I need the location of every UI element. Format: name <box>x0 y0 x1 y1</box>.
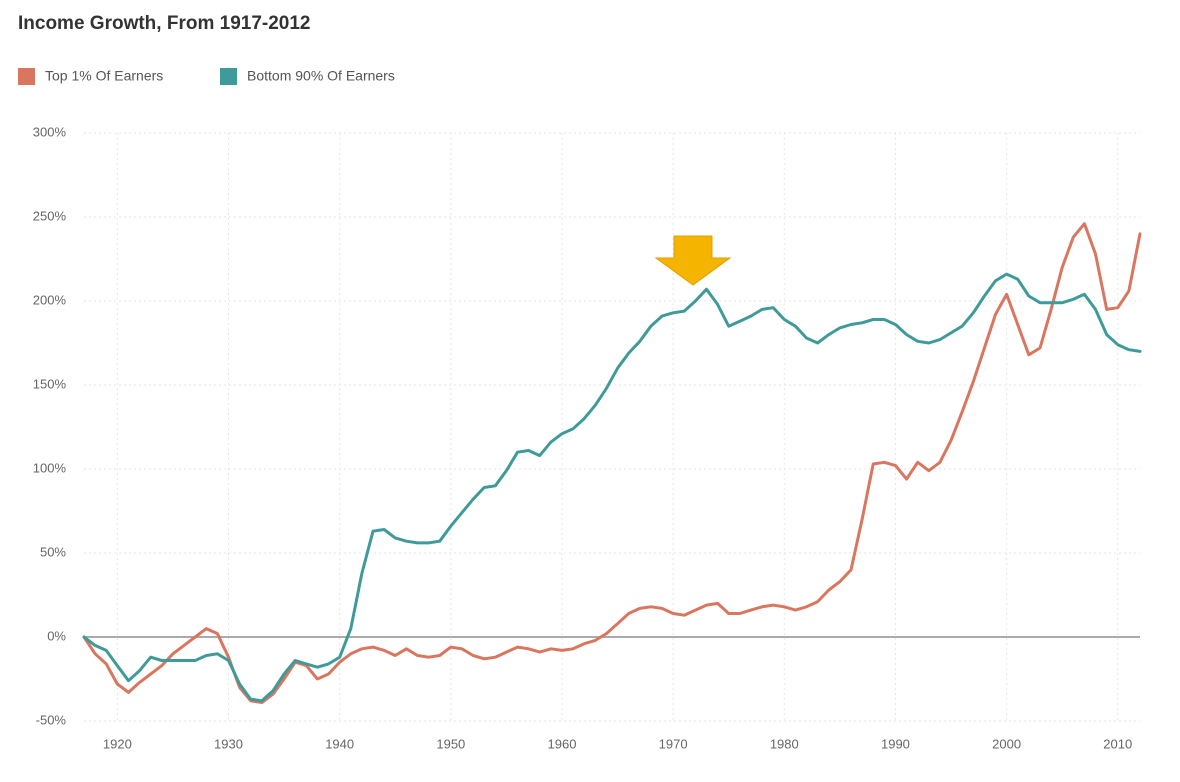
y-tick-label: 200% <box>33 292 67 307</box>
x-tick-label: 1940 <box>325 736 354 751</box>
chart-title: Income Growth, From 1917-2012 <box>18 13 311 34</box>
legend-swatch <box>18 68 35 85</box>
grid: -50% 0% 50% 100% 150% 200% 250% 300% 1920 1930 194… <box>33 124 1140 751</box>
y-tick-label: 300% <box>33 124 67 139</box>
x-tick-label: 1990 <box>881 736 910 751</box>
x-tick-label: 1950 <box>436 736 465 751</box>
y-tick-label: 50% <box>40 544 66 559</box>
legend-swatch <box>220 68 237 85</box>
legend-label: Top 1% Of Earners <box>45 68 163 84</box>
x-tick-label: 1920 <box>103 736 132 751</box>
legend-label: Bottom 90% Of Earners <box>247 68 395 84</box>
line-series <box>82 272 1142 703</box>
legend: Top 1% Of Earners Bottom 90% Of Earners <box>18 68 395 85</box>
y-tick-label: 250% <box>33 208 67 223</box>
y-tick-label: 100% <box>33 460 67 475</box>
y-tick-label: -50% <box>36 712 67 727</box>
y-tick-label: 150% <box>33 376 67 391</box>
line-series <box>82 222 1142 704</box>
x-tick-label: 2000 <box>992 736 1021 751</box>
y-tick-label: 0% <box>47 628 66 643</box>
x-tick-label: 2010 <box>1103 736 1132 751</box>
arrow-annotation <box>654 235 732 286</box>
x-tick-label: 1960 <box>548 736 577 751</box>
x-tick-label: 1970 <box>659 736 688 751</box>
x-tick-label: 1980 <box>770 736 799 751</box>
lines <box>82 222 1142 704</box>
x-tick-label: 1930 <box>214 736 243 751</box>
